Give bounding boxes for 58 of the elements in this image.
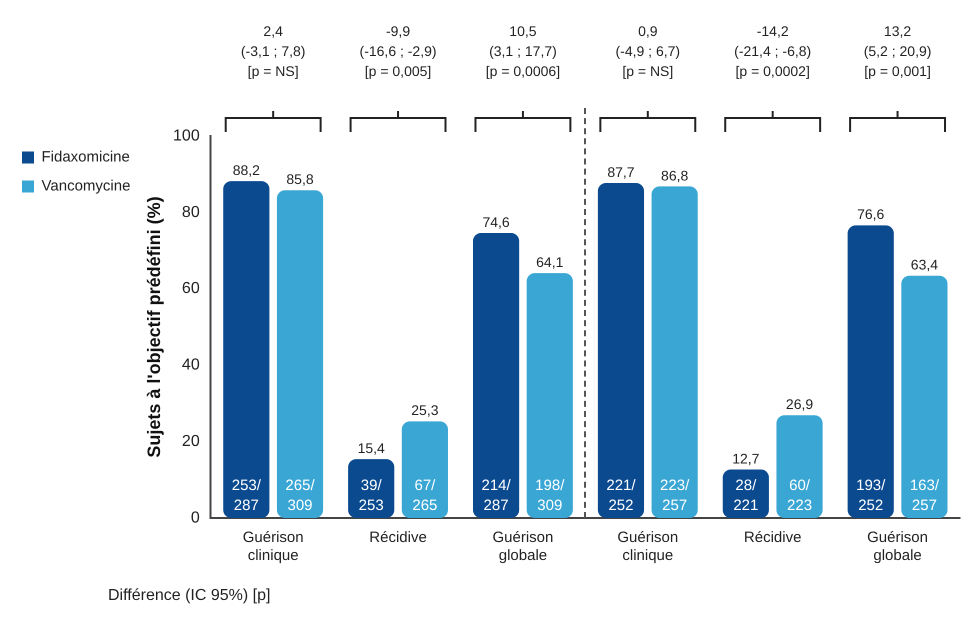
data-label: 85,8 <box>286 171 314 188</box>
annotation: 253/287 <box>232 477 262 514</box>
y-tick-label: 60 <box>182 280 200 298</box>
legend-label: Vancomycine <box>42 178 130 195</box>
bar <box>223 181 270 518</box>
data-label: 64,1 <box>536 254 564 270</box>
annotation: 221/252 <box>606 477 636 514</box>
bar <box>776 415 823 518</box>
annotation: 193/252 <box>856 477 886 514</box>
x-tick-label: Récidive <box>369 529 427 546</box>
bar <box>901 276 948 518</box>
data-label: 26,9 <box>786 396 814 412</box>
annotation: 39/253 <box>358 477 384 514</box>
data-label: 76,6 <box>857 206 885 222</box>
data-label: 88,2 <box>232 162 260 178</box>
data-label: 12,7 <box>732 450 760 466</box>
annotation: 163/257 <box>910 477 940 514</box>
annotation: 214/287 <box>481 477 512 514</box>
bar <box>598 182 644 518</box>
y-axis-title: Sujets à l'objectif prédéfini (%) <box>144 196 164 458</box>
bar <box>848 225 894 518</box>
legend-label: Fidaxomicine <box>42 148 130 166</box>
y-tick-label: 0 <box>190 509 200 526</box>
text: 13,2 (5,2 ; 20,9) [p = 0,001] <box>864 23 932 79</box>
annotation: 67/265 <box>412 477 438 514</box>
bar <box>652 186 698 518</box>
bar <box>526 273 573 518</box>
text: 2,4 (-3,1 ; 7,8) [p = NS] <box>240 23 306 79</box>
text: -9,9 (-16,6 ; -2,9) [p = 0,005] <box>360 23 437 79</box>
data-label: 25,3 <box>411 402 439 418</box>
x-tick-label: Guérison globale <box>867 529 928 564</box>
x-tick-label: Guérison clinique <box>242 529 304 564</box>
x-tick-label: Récidive <box>744 529 802 546</box>
data-label: 87,7 <box>607 164 635 180</box>
y-tick-label: 20 <box>182 433 200 450</box>
y-tick-label: 100 <box>173 127 200 144</box>
bar <box>348 459 394 518</box>
x-tick-label: Guérison globale <box>492 529 554 564</box>
data-label: 86,8 <box>661 167 688 184</box>
text: 10,5 (3,1 ; 17,7) [p = 0,0006] <box>486 23 560 79</box>
y-tick-label: 80 <box>182 204 200 221</box>
annotation: 223/257 <box>660 477 690 514</box>
y-tick-label: 40 <box>182 356 200 374</box>
x-tick-label: Guérison clinique <box>617 529 678 564</box>
data-label: 15,4 <box>358 440 386 456</box>
annotation: 198/309 <box>535 477 566 514</box>
bar <box>276 190 324 518</box>
annotation: 28/221 <box>733 477 758 514</box>
annotation: 60/223 <box>787 477 812 514</box>
text: Différence (IC 95%) [p] <box>108 587 270 604</box>
bar <box>472 233 520 518</box>
data-label: 74,6 <box>482 214 510 230</box>
text: 0,9 (-4,9 ; 6,7) [p = NS] <box>616 23 680 79</box>
bar <box>402 421 448 518</box>
bar <box>722 469 769 518</box>
data-label: 63,4 <box>910 256 938 273</box>
text: -14,2 (-21,4 ; -6,8) [p = 0,0002] <box>734 23 812 79</box>
annotation: 265/309 <box>285 477 316 514</box>
